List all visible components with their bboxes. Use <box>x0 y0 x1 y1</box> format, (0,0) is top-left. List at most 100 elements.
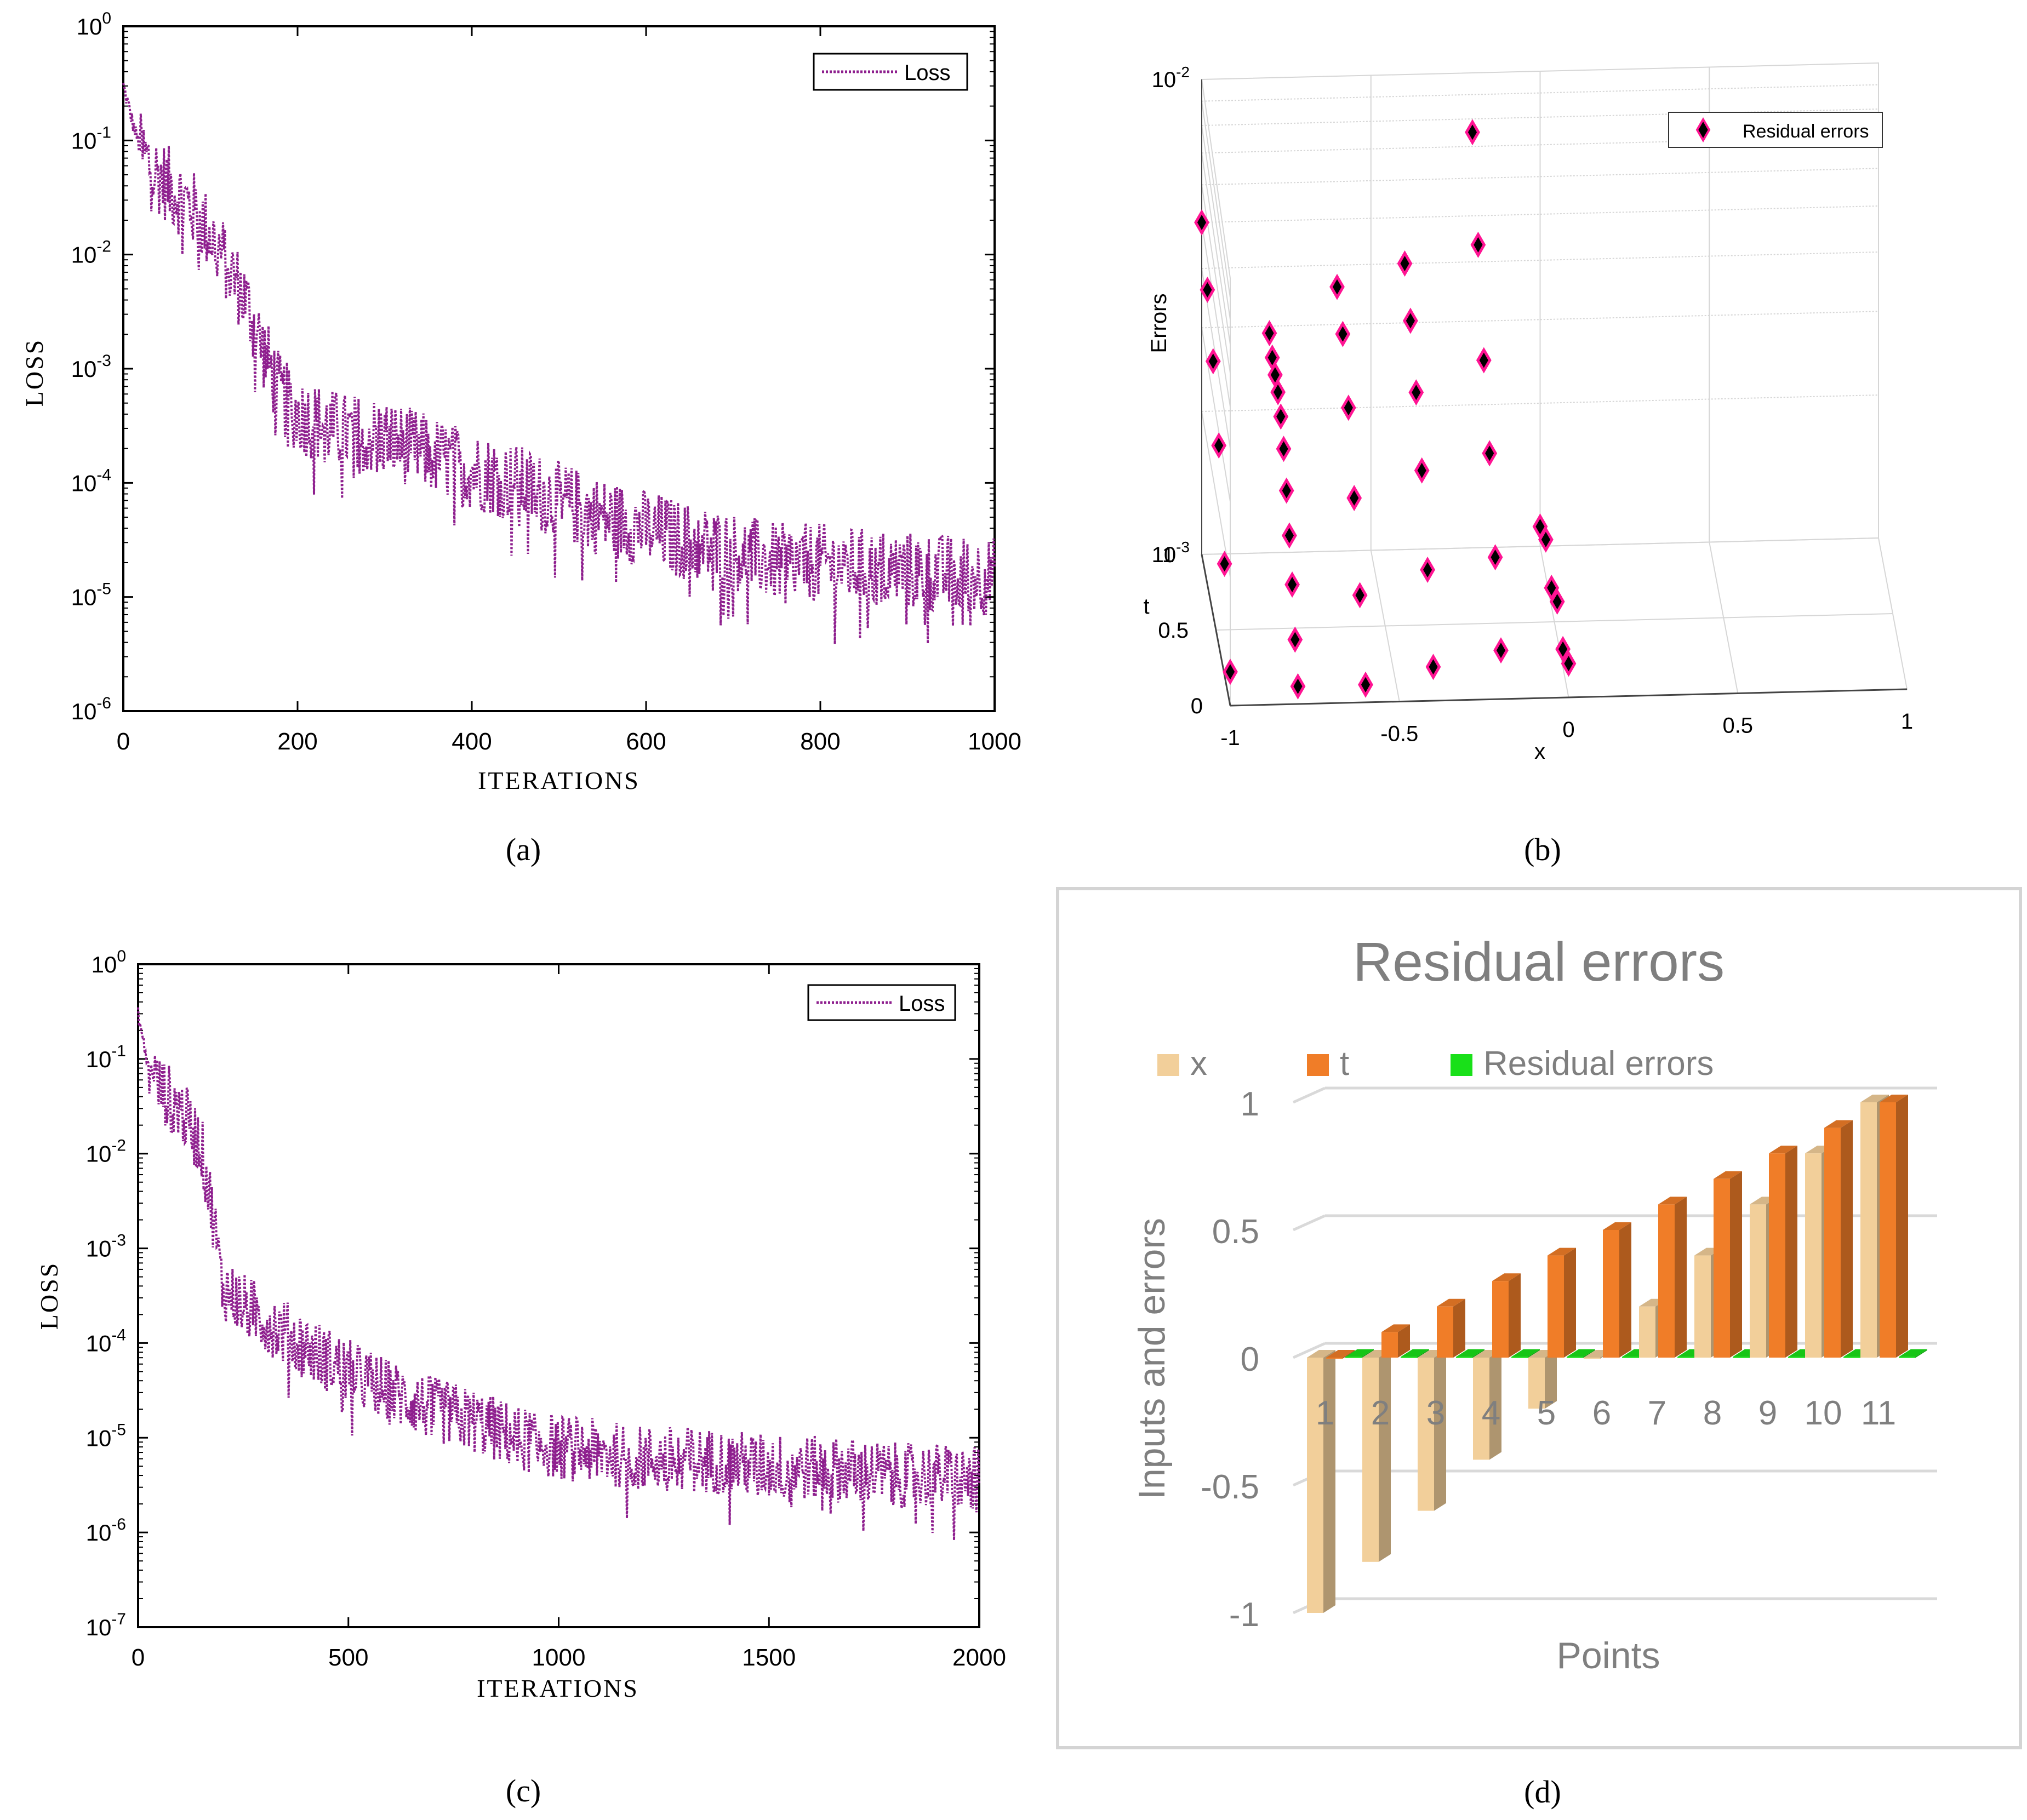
gridline-depth <box>1292 1214 1326 1232</box>
panel-d-bars: 1 2 3 4 5 6 7 8 9 10 11 <box>1307 1095 1927 1613</box>
y-tick-base: 10 <box>86 1520 112 1546</box>
y-tick-exponent: -3 <box>96 352 111 370</box>
panel-c-legend-label: Loss <box>899 992 945 1016</box>
left-wall-grid <box>1201 328 1231 502</box>
bar-t <box>1714 1171 1742 1358</box>
scatter-point <box>1346 485 1362 511</box>
panel-b-y-label: t <box>1143 594 1149 619</box>
left-wall-grid <box>1201 411 1231 577</box>
y-tick-label: 1 <box>1241 1085 1259 1123</box>
bar-t-front <box>1603 1230 1619 1358</box>
category-label: 6 <box>1592 1394 1611 1432</box>
bar-x-top <box>1860 1095 1889 1102</box>
panel-b-z-label: Errors <box>1147 294 1171 353</box>
bar-t-top <box>1548 1247 1576 1256</box>
y-tick-label: 10-2 <box>86 1137 126 1167</box>
bar-x-front <box>1750 1204 1766 1358</box>
left-wall-grid <box>1201 185 1231 373</box>
x-tick-label: 0 <box>1562 718 1574 742</box>
panel-d-label: (d) <box>1524 1774 1561 1810</box>
y-tick-base: 10 <box>71 585 97 610</box>
bar-t <box>1603 1222 1631 1358</box>
scatter-point <box>1561 650 1577 677</box>
bar-t-side <box>1730 1171 1742 1358</box>
panel-a-legend: Loss <box>813 53 968 91</box>
scatter-point <box>1287 626 1303 653</box>
y-tick-base: 10 <box>86 1236 112 1262</box>
panel-d-legend-swatch-residual <box>1451 1054 1472 1076</box>
scatter-point <box>1476 347 1492 374</box>
y-tick-exponent: -2 <box>96 238 111 256</box>
scatter-point <box>1493 637 1509 664</box>
bar-residual-front <box>1345 1357 1362 1358</box>
bar-residual <box>1401 1349 1429 1358</box>
bar-x-front <box>1860 1102 1877 1358</box>
x-tick-label: -1 <box>1220 726 1240 750</box>
bar-t-side <box>1619 1222 1631 1358</box>
bar-x-side <box>1545 1350 1557 1409</box>
scatter-point <box>1482 440 1498 467</box>
bar-residual-front <box>1733 1357 1749 1358</box>
panel-d-legend-swatch-t <box>1307 1054 1329 1076</box>
gridline-depth <box>1292 1342 1326 1359</box>
panel-d-y-label: Inputs and errors <box>1131 1218 1173 1500</box>
x-tick-label: 600 <box>626 728 666 755</box>
bar-t-top <box>1492 1273 1521 1281</box>
x-tick-label: 800 <box>800 728 840 755</box>
y-tick-exponent: -6 <box>111 1515 126 1533</box>
bar-x-front <box>1805 1153 1822 1358</box>
scatter-point <box>1352 582 1368 609</box>
panel-a-loss-line <box>122 83 996 644</box>
bar-t <box>1769 1146 1797 1358</box>
y-tick-exponent: 0 <box>117 947 126 965</box>
y-tick-base: 10 <box>86 1330 112 1356</box>
scatter-point <box>1470 231 1486 258</box>
y-tick-base: 10 <box>71 128 97 153</box>
scatter-point <box>1532 513 1548 540</box>
x-tick-label: 400 <box>452 728 492 755</box>
x-tick-label: -0.5 <box>1380 722 1418 746</box>
scatter-point <box>1200 276 1215 303</box>
bar-t-top <box>1824 1120 1853 1128</box>
y-tick-label: 10-1 <box>86 1042 126 1072</box>
bar-residual <box>1345 1349 1374 1358</box>
z-tick-exponent: -2 <box>1176 64 1190 81</box>
panel-d-legend: x t Residual errors <box>1157 1045 1714 1083</box>
bar-residual-front <box>1843 1357 1860 1358</box>
bar-residual-front <box>1899 1357 1915 1358</box>
y-tick-base: 10 <box>86 1141 112 1167</box>
bar-residual-side <box>1528 1349 1540 1358</box>
bar-t <box>1658 1197 1687 1358</box>
bar-t-front <box>1437 1306 1453 1358</box>
bar-t-front <box>1824 1128 1841 1358</box>
left-wall-grid <box>1201 101 1231 298</box>
y-tick-label: 10-7 <box>86 1610 126 1640</box>
y-tick-exponent: -3 <box>111 1232 126 1250</box>
bar-t-side <box>1675 1197 1687 1358</box>
panel-a-ticks: 0 200 400 600 800 100010-610-510-410-310-210-… <box>71 9 1021 755</box>
scatter-point <box>1273 403 1289 430</box>
category-label: 11 <box>1861 1394 1896 1432</box>
scatter-point <box>1397 250 1413 277</box>
bar-t-side <box>1343 1350 1355 1359</box>
panel-c-ticks: 0 500 1000 1500 200010-710-610-510-410-310-2… <box>86 947 1006 1671</box>
category-label: 9 <box>1758 1394 1777 1432</box>
scatter-point <box>1211 432 1227 459</box>
bar-t-top <box>1603 1222 1631 1230</box>
y-tick-label: 10-2 <box>71 238 111 268</box>
bar-residual-top <box>1401 1349 1429 1357</box>
bar-x-front <box>1418 1358 1434 1511</box>
panel-a-x-label: ITERATIONS <box>478 766 640 794</box>
z-tick-label: 10-3 <box>1152 539 1190 567</box>
x-tick-label: 0 <box>132 1644 145 1671</box>
left-wall-grid <box>1201 222 1231 407</box>
bar-t-front <box>1769 1153 1785 1358</box>
bar-residual-side <box>1472 1349 1484 1358</box>
category-label: 1 <box>1316 1394 1334 1432</box>
y-tick-exponent: -1 <box>111 1042 126 1060</box>
bar-t <box>1326 1350 1355 1359</box>
x-tick-label: 1 <box>1901 709 1913 734</box>
bar-residual-side <box>1362 1349 1374 1358</box>
